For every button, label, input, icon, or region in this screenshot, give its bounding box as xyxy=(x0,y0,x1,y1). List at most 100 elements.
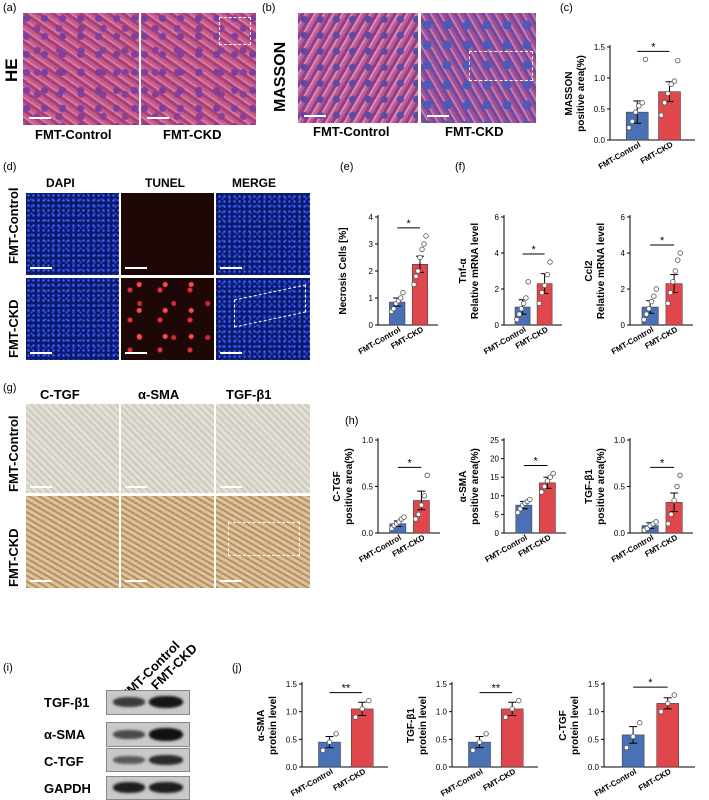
data-point xyxy=(359,706,365,712)
band-control xyxy=(113,730,145,739)
chart-f-ccl2: Ccl2 Relative mRNA level0246FMT-ControlFM… xyxy=(584,213,693,356)
data-point xyxy=(637,720,643,726)
y-tick-label: 0.5 xyxy=(588,735,600,744)
y-tick-label: 1.0 xyxy=(594,74,606,83)
y-tick-label: 0.5 xyxy=(594,105,606,114)
ihc-tgfb1-control-image xyxy=(216,404,310,493)
he-ckd-image xyxy=(141,13,256,125)
y-tick-label: 0.0 xyxy=(286,763,298,772)
blot-label-tgfb1: TGF-β1 xyxy=(44,695,90,710)
y-tick-label: 2 xyxy=(495,285,500,294)
he-control-caption: FMT-Control xyxy=(35,127,112,142)
col-label-tunel: TUNEL xyxy=(145,176,185,190)
x-tick-label: FMT-CKD xyxy=(637,767,673,793)
data-point xyxy=(398,295,404,301)
y-tick-label: 20 xyxy=(490,455,499,464)
x-tick-label: FMT-Control xyxy=(593,767,638,798)
zoom-box xyxy=(469,51,533,81)
data-point xyxy=(470,747,476,754)
data-point xyxy=(670,279,676,285)
data-point xyxy=(636,103,642,109)
band-ckd xyxy=(149,728,183,741)
scale-bar xyxy=(147,117,169,119)
y-axis-label: protein level xyxy=(570,696,581,755)
significance-marker: ** xyxy=(492,683,501,695)
row-label-ckd: FMT-CKD xyxy=(6,528,21,588)
y-tick-label: 4 xyxy=(621,249,626,258)
y-axis-label: C-TGF xyxy=(332,471,343,502)
scale-bar xyxy=(125,486,147,488)
data-point xyxy=(366,697,372,704)
significance-marker: * xyxy=(533,455,538,467)
chart-h-ctgf: C-TGF positive area(%)0.00.51.0FMT-Contro… xyxy=(332,436,440,564)
data-point xyxy=(401,514,407,520)
y-axis-label: protein level xyxy=(268,696,279,755)
significance-marker: * xyxy=(407,457,412,469)
y-tick-label: 0.5 xyxy=(436,735,448,744)
significance-marker: * xyxy=(660,457,665,469)
y-tick-label: 1.5 xyxy=(594,43,606,52)
scale-bar xyxy=(427,115,449,117)
zoom-box xyxy=(219,17,251,45)
blot-asma xyxy=(106,722,190,747)
data-point xyxy=(626,124,632,131)
y-tick-label: 1.5 xyxy=(436,680,448,689)
y-tick-label: 2 xyxy=(369,267,374,276)
data-point xyxy=(664,700,671,707)
data-point xyxy=(536,300,542,307)
he-label: HE xyxy=(2,58,21,82)
data-point xyxy=(423,233,429,239)
data-point xyxy=(544,478,551,484)
blot-label-gapdh: GAPDH xyxy=(44,781,91,796)
data-point xyxy=(623,744,630,751)
data-point xyxy=(400,289,406,296)
y-tick-label: 1 xyxy=(369,294,374,303)
band-control xyxy=(113,697,145,707)
zoom-box xyxy=(228,522,300,556)
y-axis-label: TGF-β1 xyxy=(406,708,417,743)
chart-h-asma: α-SMA positive area(%)0510152025FMT-Contr… xyxy=(458,436,566,564)
data-point xyxy=(661,100,668,106)
chart-j-tgfb1: TGF-β1 protein level0.00.51.01.5FMT-Contr… xyxy=(406,680,538,798)
data-point xyxy=(646,306,652,312)
data-point xyxy=(326,739,333,745)
x-tick-label: FMT-CKD xyxy=(332,767,368,793)
y-axis-label: Necrosis Cells [%] xyxy=(338,227,349,314)
y-axis-label: Tnf-α xyxy=(458,258,469,284)
panel-label-j: (j) xyxy=(232,662,242,674)
y-axis-label: C-TGF xyxy=(558,710,569,741)
zoom-box xyxy=(234,284,306,328)
blot-ctgf xyxy=(106,748,190,772)
he-ckd-caption: FMT-CKD xyxy=(163,127,222,142)
data-point xyxy=(648,298,655,305)
data-point xyxy=(421,493,428,499)
data-point xyxy=(629,118,635,125)
masson-ckd-image xyxy=(421,13,536,123)
scale-bar xyxy=(30,267,52,269)
data-point xyxy=(538,489,545,495)
y-tick-label: 0.0 xyxy=(436,763,448,772)
data-point xyxy=(541,282,548,289)
y-tick-label: 0 xyxy=(369,321,374,330)
data-point xyxy=(642,56,649,63)
blot-label-ctgf: C-TGF xyxy=(44,754,84,769)
data-point xyxy=(550,470,556,477)
y-axis-label: MASSON xyxy=(564,72,575,116)
data-point xyxy=(658,112,664,118)
band-control xyxy=(113,782,145,793)
y-tick-label: 0.0 xyxy=(594,136,606,145)
data-point xyxy=(677,250,683,256)
data-point xyxy=(632,109,639,115)
data-point xyxy=(411,281,417,288)
scale-bar xyxy=(125,267,147,269)
y-tick-label: 1.5 xyxy=(588,680,600,689)
y-tick-label: 15 xyxy=(490,473,499,482)
data-point xyxy=(643,311,650,317)
data-point xyxy=(653,286,660,292)
data-point xyxy=(424,472,430,479)
panel-label-d: (d) xyxy=(3,161,17,173)
data-point xyxy=(671,497,677,504)
y-axis-label: Relative mRNA level xyxy=(470,223,481,320)
data-point xyxy=(520,300,527,307)
data-point xyxy=(653,519,659,525)
